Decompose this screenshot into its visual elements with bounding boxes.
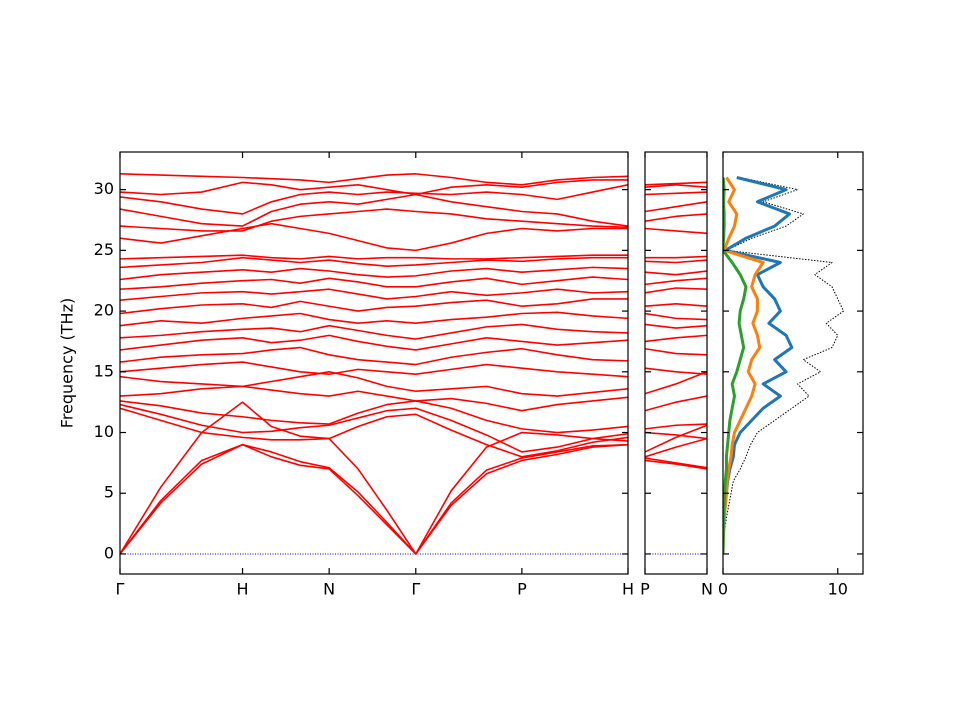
series-line	[120, 173, 628, 186]
series-line	[120, 184, 628, 215]
series-line	[645, 191, 707, 196]
series-line	[645, 323, 707, 329]
series-line	[645, 259, 707, 264]
series-line	[645, 371, 707, 395]
y-tick-label: 5	[104, 483, 114, 502]
series-line	[120, 266, 628, 281]
axes-frame	[644, 151, 708, 575]
x-tick-label: H	[237, 580, 249, 599]
series-line	[645, 367, 707, 376]
x-tick-label: Γ	[116, 580, 125, 599]
plot-area	[645, 181, 707, 555]
x-tick-label: N	[701, 580, 713, 599]
series-line	[723, 176, 765, 555]
series-line	[120, 208, 628, 232]
series-line	[120, 193, 628, 227]
series-line	[120, 298, 628, 315]
series-line	[645, 423, 707, 430]
y-tick-label: 10	[94, 422, 114, 441]
series-line	[645, 255, 707, 259]
series-line	[645, 200, 707, 213]
series-line	[645, 395, 707, 412]
x-tick-label: P	[640, 580, 650, 599]
series-line	[645, 287, 707, 294]
x-tick-label: H	[622, 580, 634, 599]
series-line	[645, 303, 707, 308]
series-line	[120, 407, 628, 458]
series-line	[645, 459, 707, 470]
plot-area	[120, 173, 628, 555]
series-line	[645, 437, 707, 458]
series-line	[120, 323, 628, 340]
series-line	[120, 361, 628, 378]
series-line	[120, 288, 628, 301]
x-tick-label: N	[323, 580, 335, 599]
series-line	[120, 385, 628, 412]
series-line	[645, 277, 707, 286]
x-tick-label: P	[517, 580, 527, 599]
series-line	[645, 347, 707, 356]
series-line	[120, 443, 628, 555]
series-line	[120, 256, 628, 269]
series-line	[645, 334, 707, 343]
series-line	[120, 443, 628, 555]
series-line	[120, 400, 628, 434]
x-tick-label: 0	[718, 580, 728, 599]
series-line	[120, 346, 628, 366]
x-tick-label: 10	[828, 580, 848, 599]
series-line	[120, 403, 628, 453]
series-line	[120, 401, 628, 555]
series-line	[120, 276, 628, 291]
series-line	[645, 431, 707, 440]
y-tick-label: 20	[94, 301, 114, 320]
y-tick-label: 0	[104, 543, 114, 562]
series-line	[723, 176, 794, 554]
series-line	[645, 312, 707, 321]
y-tick-label: 30	[94, 179, 114, 198]
y-tick-label: 25	[94, 240, 114, 259]
series-line	[645, 183, 707, 189]
series-line	[120, 311, 628, 327]
series-line	[645, 457, 707, 469]
series-line	[723, 177, 844, 554]
series-line	[120, 254, 628, 260]
x-tick-label: Γ	[411, 580, 420, 599]
y-axis-label: Frequency (THz)	[58, 298, 77, 428]
series-line	[645, 424, 707, 453]
series-line	[120, 371, 628, 397]
series-line	[645, 227, 707, 235]
plot-area	[723, 176, 844, 555]
series-line	[120, 179, 628, 196]
y-tick-label: 15	[94, 361, 114, 380]
series-line	[120, 222, 628, 252]
series-line	[645, 213, 707, 223]
axes-frame	[722, 151, 864, 575]
axes-frame	[119, 151, 629, 575]
series-line	[645, 181, 707, 186]
series-line	[645, 270, 707, 276]
series-line	[120, 334, 628, 351]
